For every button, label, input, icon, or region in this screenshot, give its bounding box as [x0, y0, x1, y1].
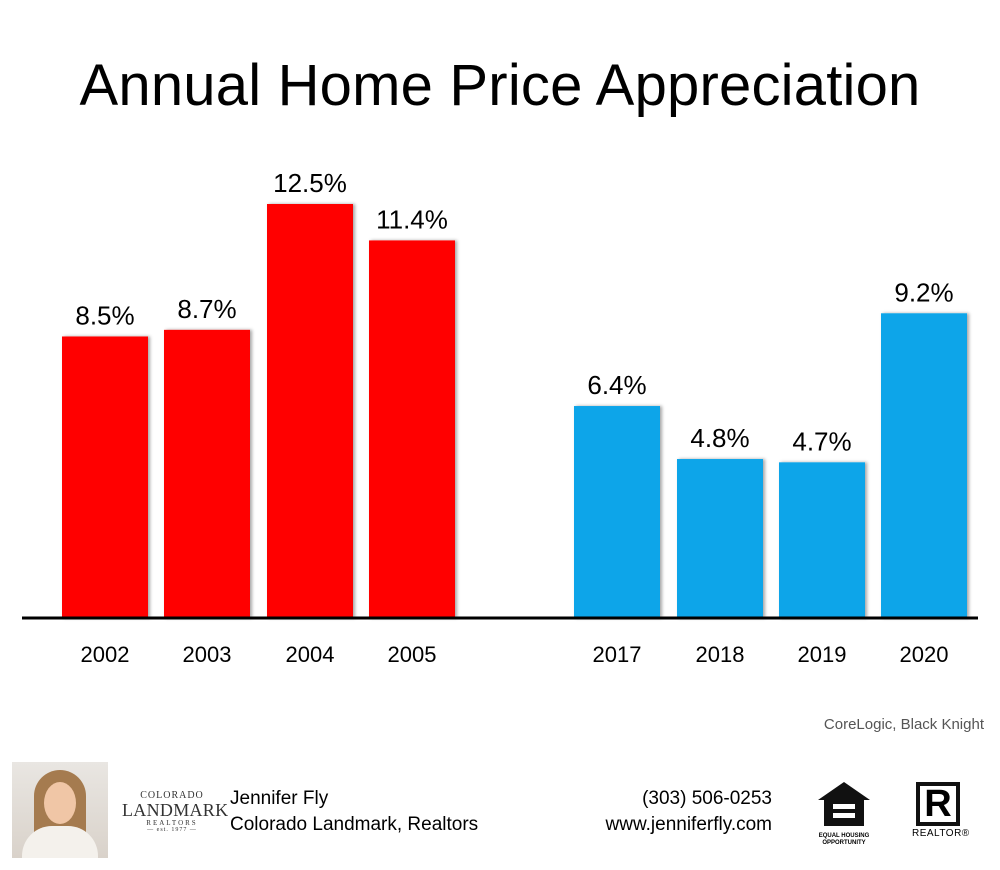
x-tick-2019: 2019 [798, 642, 847, 667]
agent-name: Jennifer Fly [230, 788, 329, 809]
bar-2002 [62, 336, 148, 618]
house-icon [818, 782, 870, 826]
footer: COLORADO LANDMARK REALTORS — est. 1977 —… [0, 760, 1000, 870]
x-tick-2003: 2003 [183, 642, 232, 667]
x-tick-2002: 2002 [81, 642, 130, 667]
realtor-label: REALTOR® [912, 828, 970, 839]
equal-housing-icon: EQUAL HOUSING OPPORTUNITY [814, 780, 874, 847]
phone-number[interactable]: (303) 506-0253 [642, 788, 772, 809]
website-link[interactable]: www.jenniferfly.com [605, 814, 772, 835]
source-note: CoreLogic, Black Knight [823, 716, 984, 733]
data-label-2004: 12.5% [273, 168, 347, 198]
bar-2019 [779, 462, 865, 618]
eho-label: EQUAL HOUSING OPPORTUNITY [818, 833, 870, 846]
logo-line-1: COLORADO [140, 790, 204, 801]
brokerage-name: Colorado Landmark, Realtors [230, 814, 479, 835]
agent-photo [12, 762, 108, 858]
data-label-2005: 11.4% [376, 204, 448, 234]
agent-info: Jennifer Fly Colorado Landmark, Realtors [230, 786, 478, 838]
x-tick-2017: 2017 [593, 642, 642, 667]
realtor-icon: R REALTOR® [912, 782, 970, 839]
logo-line-2: LANDMARK [122, 800, 229, 820]
contact-info: (303) 506-0253 www.jenniferfly.com [606, 786, 772, 838]
x-tick-2005: 2005 [388, 642, 437, 667]
data-label-2020: 9.2% [894, 277, 953, 307]
chart-title: Annual Home Price Appreciation [79, 53, 921, 118]
data-label-2019: 4.7% [792, 426, 851, 456]
brokerage-logo: COLORADO LANDMARK REALTORS — est. 1977 — [122, 790, 229, 833]
bar-chart: 8.5% 2002 8.7% 2003 12.5% 2004 11.4% 2005 6.4% 20… [22, 168, 978, 667]
bar-2004 [267, 204, 353, 618]
x-tick-2018: 2018 [696, 642, 745, 667]
bar-2005 [369, 240, 455, 618]
data-label-2003: 8.7% [177, 294, 236, 324]
data-label-2002: 8.5% [75, 300, 134, 330]
bar-2018 [677, 459, 763, 618]
x-tick-2004: 2004 [286, 642, 335, 667]
data-label-2018: 4.8% [690, 423, 749, 453]
bar-2020 [881, 313, 967, 618]
logo-line-4: — est. 1977 — [147, 827, 197, 833]
x-tick-2020: 2020 [900, 642, 949, 667]
realtor-letter: R [916, 782, 960, 826]
bar-2003 [164, 329, 250, 618]
logo-line-3: REALTORS [146, 819, 198, 827]
data-label-2017: 6.4% [587, 370, 646, 400]
bar-2017 [574, 406, 660, 618]
